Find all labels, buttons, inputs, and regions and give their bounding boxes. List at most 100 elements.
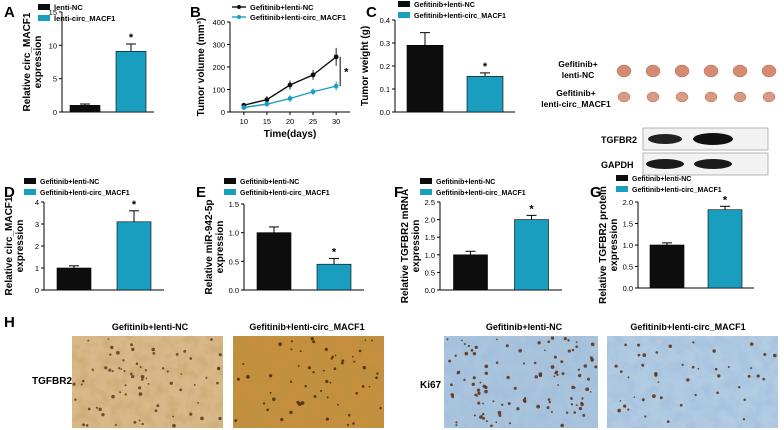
nucleus xyxy=(637,353,641,357)
y-tick-label: 2.0 xyxy=(623,198,633,207)
tumor xyxy=(646,91,660,103)
y-tick-label: 1.0 xyxy=(229,229,239,238)
nucleus xyxy=(636,343,641,347)
nucleus xyxy=(642,353,647,357)
panel-letter-h: H xyxy=(4,314,15,331)
y-tick-label: 4 xyxy=(35,198,39,207)
nucleus xyxy=(140,374,145,379)
legend-label: Gefitinib+lenti-circ_MACF1 xyxy=(414,11,506,20)
bar xyxy=(514,219,549,291)
nucleus xyxy=(144,369,148,372)
ihc-col-label-3: Gefitinib+lenti-NC xyxy=(486,322,563,332)
x-tick-label: 20 xyxy=(286,117,294,126)
nucleus xyxy=(681,363,684,366)
y-tick-label: 15 xyxy=(49,8,57,17)
nucleus xyxy=(446,338,449,341)
bar xyxy=(56,267,92,291)
nucleus xyxy=(138,419,141,422)
nucleus xyxy=(268,374,273,378)
nucleus xyxy=(534,375,538,379)
nucleus xyxy=(467,344,470,348)
y-tick-label: 2 xyxy=(35,242,39,251)
nucleus xyxy=(290,340,294,343)
legend-swatch xyxy=(224,178,236,184)
legend-label: Gefitinib+lenti-NC xyxy=(436,179,495,186)
nucleus xyxy=(326,396,329,399)
nucleus xyxy=(161,367,165,370)
nucleus xyxy=(131,347,135,352)
legend-label: Gefitinib+lenti-circ_MACF1 xyxy=(250,13,346,22)
panel-letter-e: E xyxy=(196,184,206,201)
tumor xyxy=(733,91,747,103)
nucleus xyxy=(485,420,488,423)
nucleus xyxy=(575,404,578,407)
nucleus xyxy=(114,424,117,427)
nucleus xyxy=(341,359,345,363)
data-point xyxy=(264,101,270,107)
nucleus xyxy=(95,406,99,409)
nucleus xyxy=(331,355,334,359)
nucleus xyxy=(310,337,314,341)
y-axis-label: Relative circ_MACF1expression xyxy=(4,196,26,295)
nucleus xyxy=(513,386,517,390)
nucleus xyxy=(547,340,551,344)
nucleus xyxy=(272,397,276,401)
data-point xyxy=(287,82,293,88)
nucleus xyxy=(578,406,583,411)
y-axis-label: Tumor volume (mm³) xyxy=(196,18,207,117)
nucleus xyxy=(358,349,362,353)
nucleus xyxy=(590,358,594,362)
bar xyxy=(406,44,444,113)
nucleus xyxy=(557,384,559,386)
ihc-col-label-2: Gefitinib+lenti-circ_MACF1 xyxy=(249,322,364,332)
y-tick-label: 1.5 xyxy=(425,233,435,242)
nucleus xyxy=(266,408,269,412)
nucleus xyxy=(476,388,481,392)
nucleus xyxy=(289,410,293,415)
tumor xyxy=(675,91,689,103)
nucleus xyxy=(124,384,127,387)
bar xyxy=(316,263,352,291)
x-tick-label: 10 xyxy=(240,117,248,126)
nucleus xyxy=(555,370,559,374)
nucleus xyxy=(577,368,581,371)
nucleus xyxy=(138,392,143,396)
nucleus xyxy=(717,374,721,378)
panel-letter-f: F xyxy=(394,184,403,201)
nucleus xyxy=(347,413,351,417)
nucleus xyxy=(573,411,577,414)
nucleus xyxy=(484,389,488,394)
y-tick-label: 0.0 xyxy=(229,286,239,295)
significance-mark: * xyxy=(132,199,137,211)
chart-c: Gefitinib+lenti-NC Gefitinib+lenti-circ_M… xyxy=(360,0,515,117)
legend-label: lenti-NC xyxy=(54,3,83,12)
legend-swatch xyxy=(38,15,50,21)
tumor-row-label-2: Gefitinib+ lenti-circ_MACF1 xyxy=(541,88,611,109)
nucleus xyxy=(169,381,173,385)
nucleus xyxy=(505,344,509,348)
nucleus xyxy=(750,367,753,370)
nucleus xyxy=(242,362,245,366)
nucleus xyxy=(477,401,481,405)
nucleus xyxy=(376,372,379,375)
bar xyxy=(453,254,488,291)
nucleus xyxy=(533,361,537,365)
nucleus xyxy=(141,378,144,381)
nucleus xyxy=(290,348,293,351)
y-tick-label: 0.1 xyxy=(380,85,390,94)
x-tick-label: 25 xyxy=(309,117,317,126)
y-tick-label: 1.0 xyxy=(425,251,435,260)
tumor-row-label-1: Gefitinib+ lenti-NC xyxy=(558,59,597,80)
y-tick-label: 1 xyxy=(35,264,39,273)
nucleus xyxy=(133,420,137,424)
y-tick-label: 0.5 xyxy=(623,263,633,272)
nucleus xyxy=(575,345,578,349)
bar xyxy=(649,244,685,289)
nucleus xyxy=(550,336,555,340)
nucleus xyxy=(679,403,683,407)
nucleus xyxy=(516,407,520,411)
nucleus xyxy=(624,343,627,347)
nucleus xyxy=(280,417,284,422)
tumor xyxy=(761,64,777,78)
nucleus xyxy=(482,402,484,405)
